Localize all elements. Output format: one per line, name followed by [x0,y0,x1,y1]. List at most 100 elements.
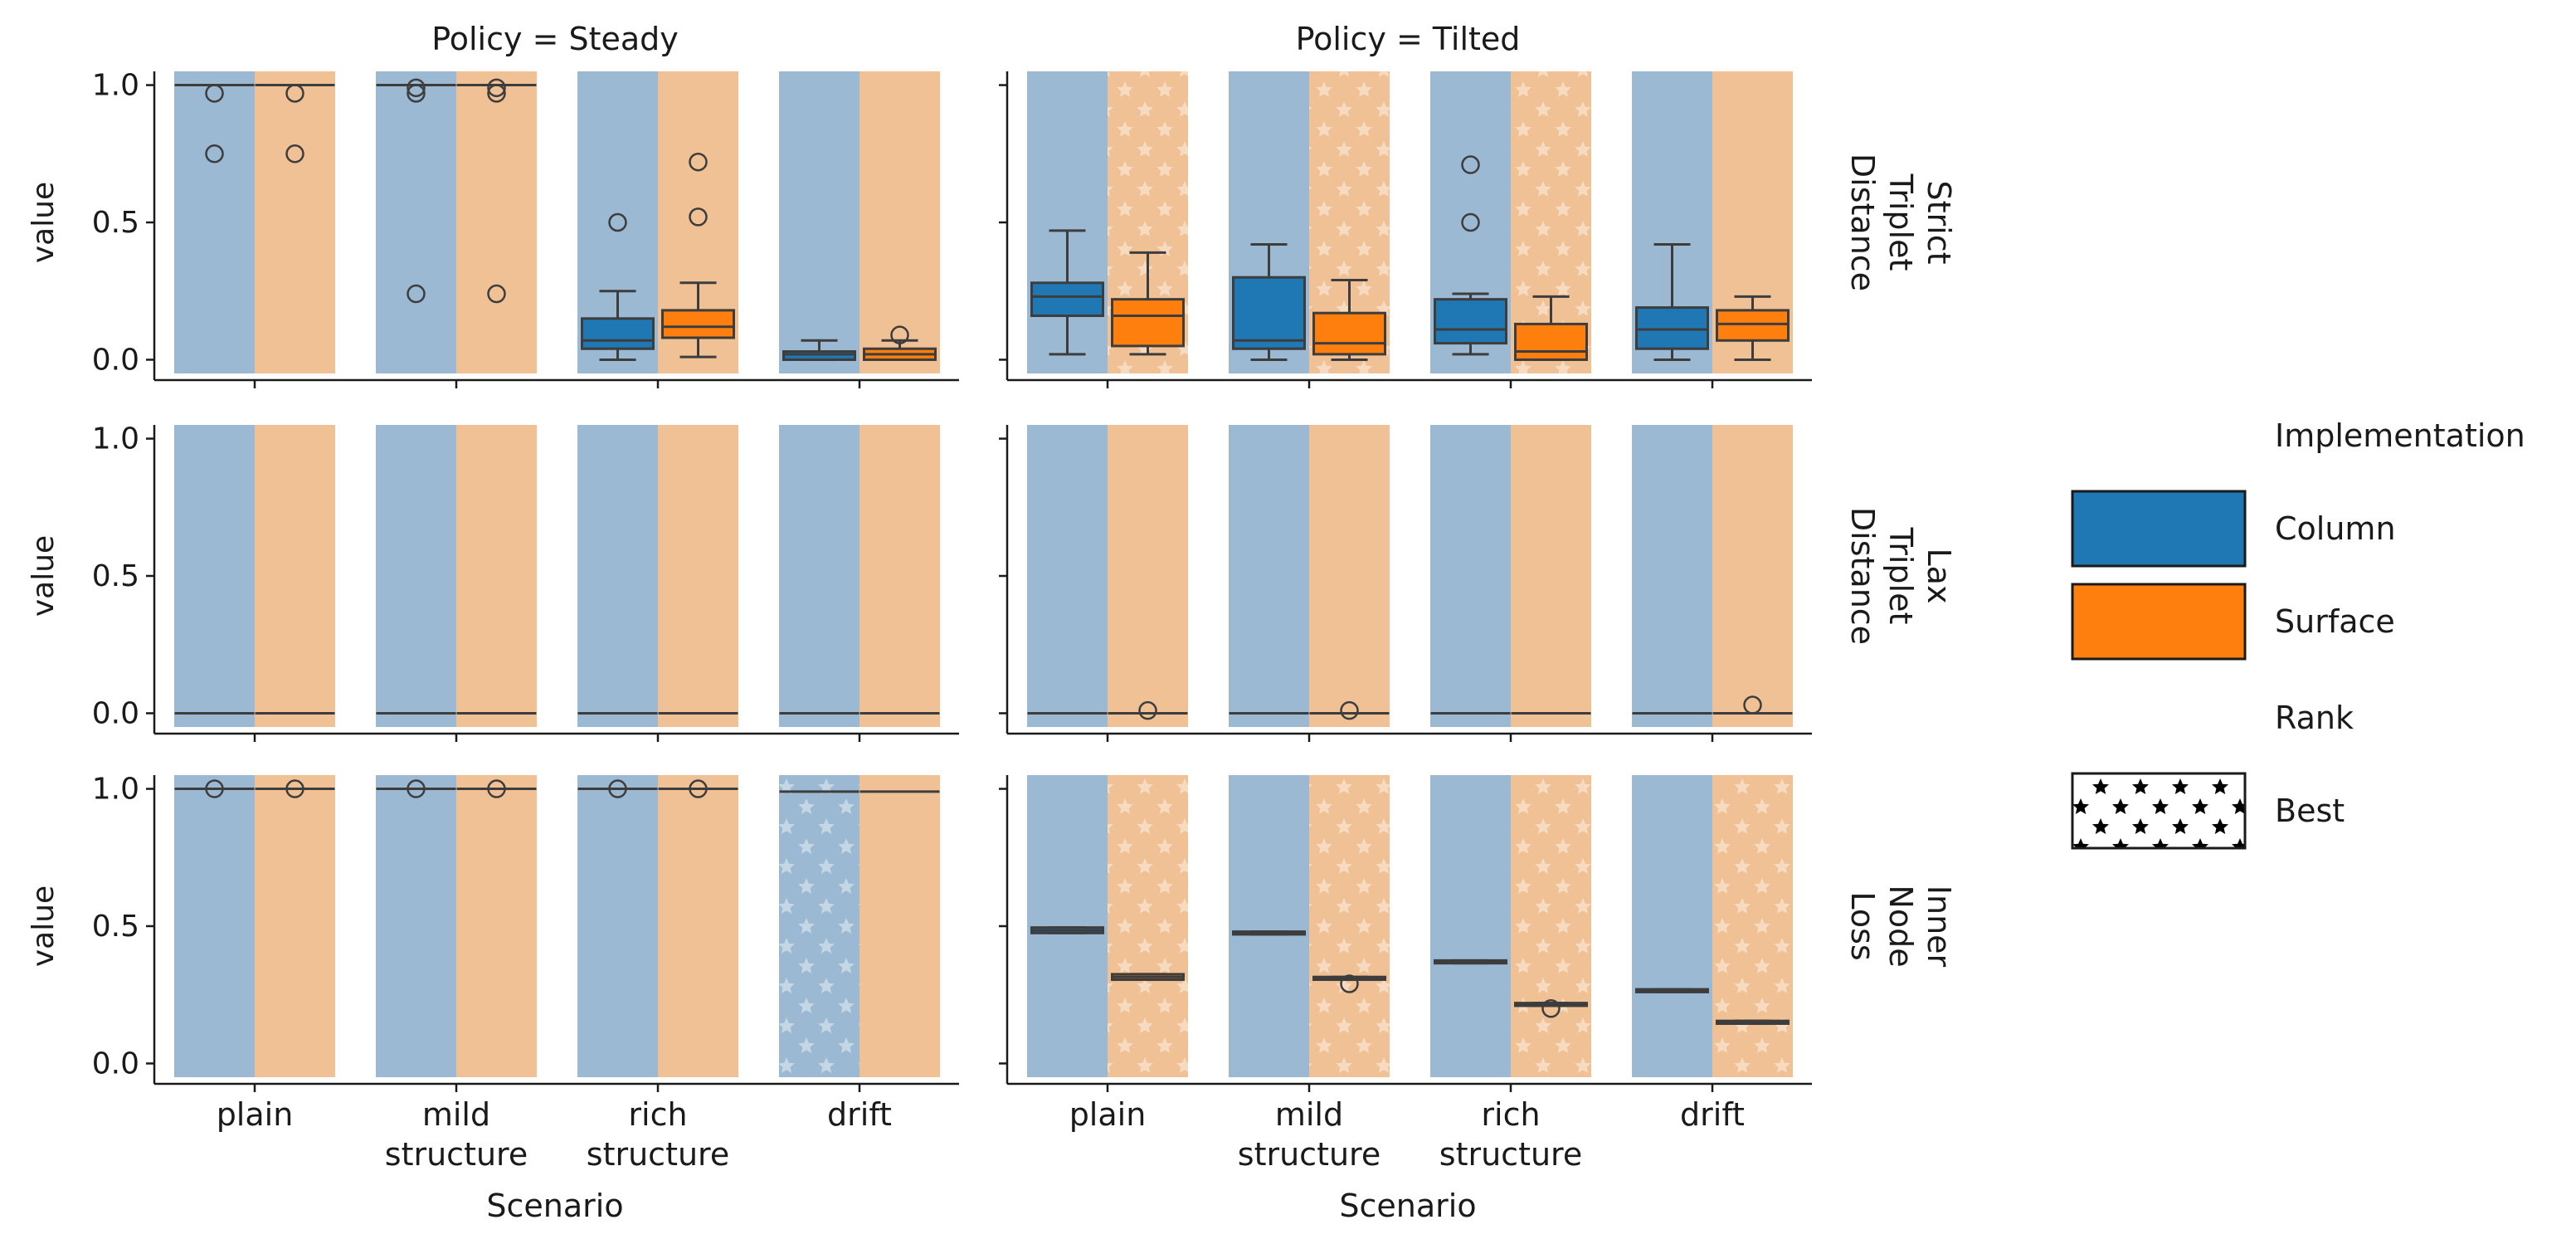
legend-swatch-best-stars [2071,772,2247,850]
box-surface [456,78,537,304]
x-tick-label-line: plain [1069,1096,1147,1133]
outlier-point [407,84,426,103]
box-body [1312,311,1386,356]
outlier-point [205,779,224,798]
background-band-column [779,71,859,373]
row-facet-title-line: Inner [1921,885,1957,968]
y-axis-title: value [27,885,61,967]
background-band-column [376,775,456,1077]
background-band-column [1430,775,1511,1077]
background-band-column [1229,425,1309,727]
legend-swatch-surface [2071,583,2247,661]
x-tick-label-line: drift [1680,1096,1745,1133]
legend-label-surface: Surface [2275,603,2395,640]
box-column [1434,155,1507,356]
box-body [782,350,856,361]
y-axis-title: value [27,535,61,617]
background-band-column [577,425,658,727]
background-band-surface [1108,425,1188,727]
x-tick-label-line: rich [1481,1096,1540,1133]
legend-label-best: Best [2275,793,2345,829]
background-band-column [174,71,255,373]
background-band-surface [1511,425,1591,727]
x-tick-label-line: structure [1439,1136,1582,1173]
outlier-point [608,779,627,798]
box-body [581,317,655,350]
box-column [1434,959,1507,965]
x-tick-label: mild structure [1238,1096,1381,1173]
background-band-column [1027,775,1108,1077]
row-facet-title-line: Node [1882,885,1919,967]
y-tick-label: 0.0 [92,343,139,377]
box-surface [255,84,335,163]
row-facet-title: InnerNodeLoss [1844,885,1957,967]
outlier-point [689,779,708,798]
x-tick-label-line: mild [422,1096,490,1133]
box-surface [1712,695,1793,715]
box-column [376,779,456,798]
background-band-column [174,425,255,727]
box-surface [1312,278,1386,361]
box-surface [1111,251,1185,356]
outlier-point [407,779,426,798]
legend: Implementation Column Surface Rank Best [2071,417,2525,850]
box-body [1635,306,1709,350]
background-band-column [376,425,456,727]
x-tick-label: plain [1069,1096,1147,1133]
box-surface [456,779,537,798]
box-column [1232,930,1306,936]
y-tick-label: 0.0 [92,1046,139,1081]
background-band-column [1229,775,1309,1077]
outlier-point [890,325,909,344]
outlier-point [285,144,304,163]
box-column [577,779,658,798]
box-body [1434,298,1507,345]
y-tick-label: 0.5 [92,559,139,593]
best-rank-star-fill [779,775,859,1077]
box-column [1635,988,1709,993]
outlier-point [689,207,708,227]
box-surface [658,779,738,798]
background-band-column [779,425,859,727]
best-rank-star-fill [1309,775,1390,1077]
x-tick-label-line: plain [217,1096,294,1133]
x-tick-label: rich structure [1439,1096,1582,1173]
outlier-point [1461,155,1480,174]
outlier-point [407,78,426,98]
outlier-point [689,152,708,172]
box-column [1030,926,1104,934]
row-facet-title-line: Lax [1921,549,1957,604]
outlier-point [1340,974,1359,993]
box-column [174,84,255,163]
outlier-point [285,84,304,103]
best-rank-star-fill [1108,775,1188,1077]
outlier-point [407,284,426,304]
outlier-point [1541,999,1561,1018]
box-body [661,309,735,339]
outlier-point [205,144,224,163]
panel-1-1: LaxTripletDistance [999,425,1957,742]
background-band-column [1430,425,1511,727]
panel-0-0: 0.0 0.5 1.0 value Policy = Steady [27,21,959,388]
plot-layer: 0.0 0.5 1.0 value Policy = Steady Policy = Ti… [27,21,1957,1224]
box-column [1635,242,1709,361]
background-band-surface [658,425,738,727]
legend-hue-title: Implementation [2275,417,2525,454]
outlier-point [285,779,304,798]
row-facet-title-line: Triplet [1882,527,1919,625]
outlier-point [1461,212,1480,232]
y-axis-title: value [27,182,61,263]
background-band-column [1027,425,1108,727]
background-band-column [577,775,658,1077]
x-tick-label-line: structure [1238,1136,1381,1173]
row-facet-title-line: Loss [1844,891,1881,960]
background-band-surface [255,71,335,373]
outlier-point [1138,700,1157,720]
legend-rank-title: Rank [2275,700,2354,736]
box-surface [661,152,735,359]
x-tick-label-line: structure [385,1136,528,1173]
box-body [1111,298,1185,348]
